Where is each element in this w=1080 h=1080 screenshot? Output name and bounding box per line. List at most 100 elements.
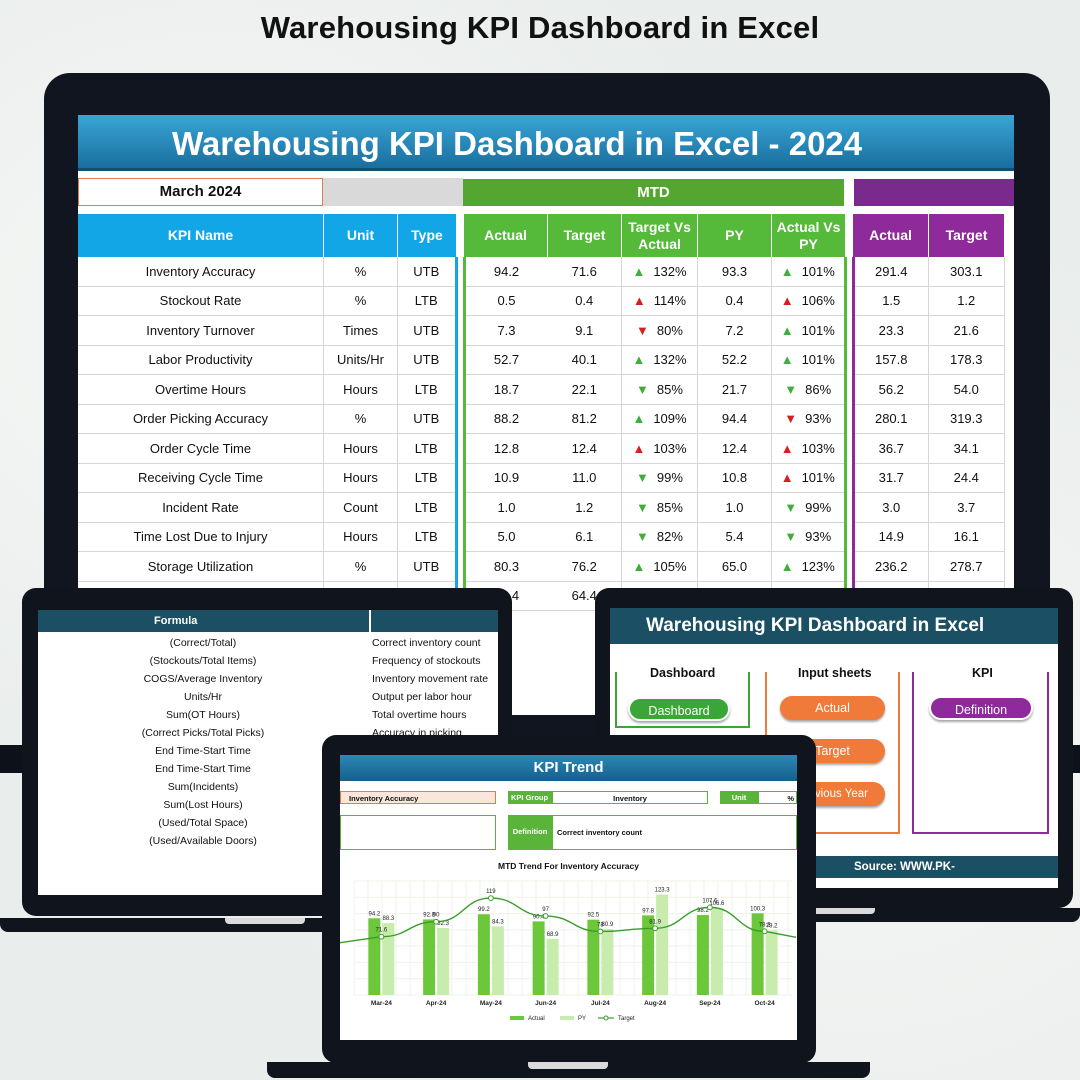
mtd-actual: 94.2 bbox=[462, 257, 548, 287]
mtd-target: 22.1 bbox=[547, 374, 622, 405]
bar-py bbox=[546, 938, 559, 995]
target-line bbox=[340, 897, 797, 944]
py-data-label: 79.2 bbox=[766, 924, 778, 930]
py-data-label: 68.9 bbox=[547, 932, 559, 938]
x-tick-label: Jun-24 bbox=[535, 1000, 556, 1007]
kpi-name: Stockout Rate bbox=[78, 286, 324, 316]
kpi-name-box bbox=[340, 815, 496, 850]
kpi-type: LTB bbox=[397, 286, 458, 316]
ytd-target: 24.4 bbox=[928, 463, 1005, 493]
target-point bbox=[487, 895, 494, 902]
arrow-down-icon: ▼ bbox=[784, 411, 798, 427]
formula-row: Units/Hr Output per labor hour bbox=[38, 688, 498, 706]
ytd-target: 16.1 bbox=[928, 522, 1005, 552]
mtd-py: 5.4 bbox=[697, 522, 772, 552]
kpi-type: LTB bbox=[397, 433, 458, 464]
formula-row: Sum(Lost Hours) bbox=[38, 796, 498, 814]
mtd-actual-vs-py: ▼ 93% bbox=[771, 404, 847, 434]
col-ytd-target: Target bbox=[928, 214, 1004, 257]
col-mtd-actual-vs-py: Actual Vs PY bbox=[771, 214, 845, 257]
tva-value: 85% bbox=[656, 499, 683, 515]
dashboard-button[interactable]: Dashboard bbox=[628, 697, 730, 721]
target-data-label: 78 bbox=[597, 922, 604, 928]
formula-text: Sum(Incidents) bbox=[167, 781, 239, 793]
mtd-trend-chart: 94.288.3 Mar-24 92.882.3 Apr-24 99.284.3 May-… bbox=[340, 880, 797, 1022]
col-mtd-target-vs-actual: Target Vs Actual bbox=[621, 214, 698, 257]
formula-row: (Stockouts/Total Items) Frequency of stoc… bbox=[38, 652, 498, 670]
month-selector[interactable]: March 2024 bbox=[78, 178, 323, 206]
mtd-actual-vs-py: ▲ 123% bbox=[771, 551, 847, 582]
formula-text: Sum(OT Hours) bbox=[166, 709, 240, 721]
py-data-label: 80.9 bbox=[602, 922, 614, 928]
mtd-target: 11.0 bbox=[547, 463, 622, 493]
legend-target: Target bbox=[618, 1016, 635, 1022]
kpi-trend-sheet: KPI Trend Inventory Accuracy KPI Group I… bbox=[340, 755, 797, 1040]
ytd-target: 1.2 bbox=[928, 286, 1005, 316]
target-data-label: 81.9 bbox=[649, 919, 661, 925]
kpi-name: Order Picking Accuracy bbox=[78, 404, 324, 434]
actual-data-label: 94.2 bbox=[369, 911, 381, 917]
source-footer[interactable]: Source: WWW.PK-AnExcelExpert.Com bbox=[810, 856, 1058, 888]
mtd-actual: 7.3 bbox=[462, 315, 548, 346]
target-data-label: 78.2 bbox=[759, 922, 771, 928]
bar-py bbox=[710, 908, 723, 995]
mtd-py: 21.7 bbox=[697, 374, 772, 405]
kpi-type: UTB bbox=[397, 345, 458, 375]
bar-py bbox=[656, 894, 669, 995]
avp-value: 99% bbox=[805, 499, 832, 515]
ytd-actual: 23.3 bbox=[851, 315, 929, 346]
actual-data-label: 90.4 bbox=[533, 914, 545, 920]
definition-label: Definition bbox=[508, 815, 552, 850]
mtd-actual: 52.7 bbox=[462, 345, 548, 375]
mtd-actual: 1.0 bbox=[462, 492, 548, 523]
tva-value: 85% bbox=[656, 381, 683, 397]
kpi-unit: Times bbox=[323, 315, 398, 346]
mtd-py: 12.4 bbox=[697, 433, 772, 464]
ytd-actual: 291.4 bbox=[851, 257, 929, 287]
formula-row: COGS/Average Inventory Inventory movement… bbox=[38, 670, 498, 688]
mtd-actual: 0.5 bbox=[462, 286, 548, 316]
mtd-actual-vs-py: ▲ 101% bbox=[771, 463, 847, 493]
actual-data-label: 99.2 bbox=[478, 907, 490, 913]
arrow-down-icon: ▼ bbox=[784, 499, 798, 515]
ytd-target: 319.3 bbox=[928, 404, 1005, 434]
arrow-up-icon: ▲ bbox=[780, 322, 794, 338]
mtd-target-vs-actual: ▲ 132% bbox=[621, 345, 698, 375]
mtd-target: 1.2 bbox=[547, 492, 622, 523]
ytd-section-header bbox=[854, 179, 1014, 206]
avp-value: 93% bbox=[805, 411, 832, 427]
mtd-target-vs-actual: ▼ 80% bbox=[621, 315, 698, 346]
left-laptop-notch bbox=[225, 918, 305, 924]
mtd-target: 81.2 bbox=[547, 404, 622, 434]
kpi-selector[interactable]: Inventory Accuracy bbox=[340, 791, 496, 804]
definition-button[interactable]: Definition bbox=[929, 696, 1033, 720]
arrow-down-icon: ▼ bbox=[636, 470, 649, 486]
kpi-row: Incident Rate Count LTB 1.0 1.2 ▼ 85% 1.0 ▼ 99% 3.… bbox=[78, 492, 1005, 523]
x-tick-label: May-24 bbox=[480, 1000, 502, 1007]
col-mtd-target: Target bbox=[547, 214, 622, 257]
formula-header: Formula bbox=[38, 610, 498, 632]
col-kpi-name: KPI Name bbox=[78, 214, 324, 257]
kpi-name: Incident Rate bbox=[78, 492, 324, 523]
right-laptop-notch bbox=[795, 908, 875, 914]
mtd-target-vs-actual: ▲ 132% bbox=[621, 257, 698, 287]
formula-sheet: Formula (Correct/Total) Correct inventory… bbox=[38, 610, 498, 895]
x-tick-label: Oct-24 bbox=[755, 1000, 776, 1007]
mtd-actual-vs-py: ▲ 101% bbox=[771, 257, 847, 287]
avp-value: 123% bbox=[801, 558, 835, 574]
actual-button[interactable]: Actual bbox=[780, 696, 885, 720]
ytd-actual: 56.2 bbox=[851, 374, 929, 405]
avp-value: 103% bbox=[801, 440, 835, 456]
target-point bbox=[378, 933, 385, 940]
bar-actual bbox=[587, 919, 600, 995]
front-laptop-notch bbox=[528, 1062, 608, 1069]
tva-value: 105% bbox=[653, 558, 687, 574]
arrow-up-icon: ▲ bbox=[780, 470, 794, 486]
col-type: Type bbox=[397, 214, 456, 257]
avp-value: 101% bbox=[801, 263, 835, 279]
ytd-target: 34.1 bbox=[928, 433, 1005, 464]
arrow-down-icon: ▼ bbox=[784, 381, 798, 397]
bar-actual bbox=[423, 919, 436, 995]
kpi-name: Overtime Hours bbox=[78, 374, 324, 405]
formula-description: Output per labor hour bbox=[372, 691, 472, 703]
